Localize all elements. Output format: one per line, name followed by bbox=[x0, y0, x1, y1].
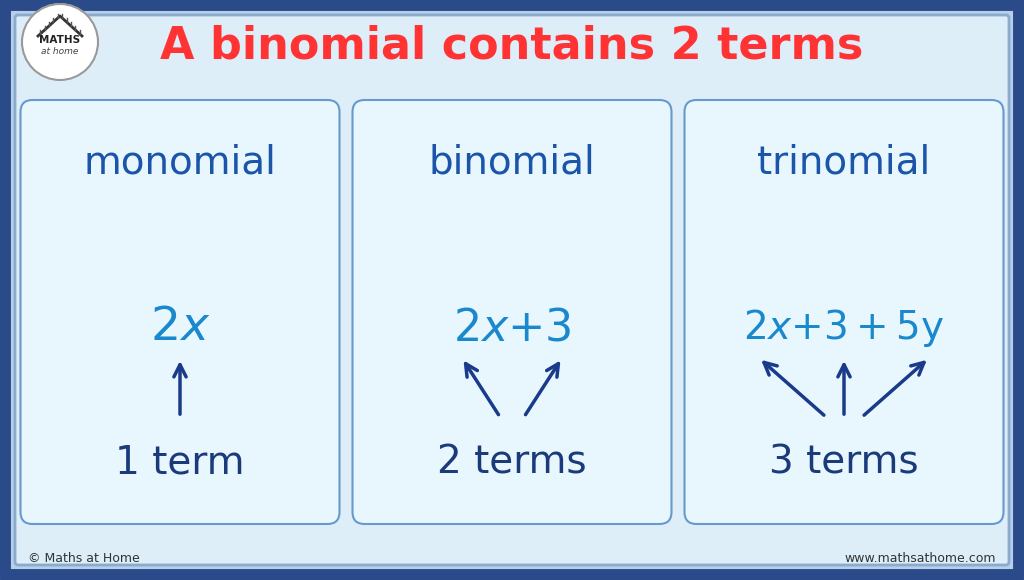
Text: 2 terms: 2 terms bbox=[437, 443, 587, 481]
Text: © Maths at Home: © Maths at Home bbox=[28, 552, 139, 564]
Circle shape bbox=[22, 4, 98, 80]
Text: at home: at home bbox=[41, 48, 79, 56]
Text: monomial: monomial bbox=[84, 143, 276, 181]
FancyBboxPatch shape bbox=[15, 15, 1009, 565]
FancyBboxPatch shape bbox=[684, 100, 1004, 524]
Text: binomial: binomial bbox=[429, 143, 595, 181]
FancyBboxPatch shape bbox=[4, 4, 1020, 576]
FancyBboxPatch shape bbox=[20, 100, 340, 524]
Text: MATHS: MATHS bbox=[40, 35, 81, 45]
Text: trinomial: trinomial bbox=[758, 143, 931, 181]
Text: $\mathregular{2}x\mathregular{ + 3}$: $\mathregular{2}x\mathregular{ + 3}$ bbox=[453, 306, 571, 350]
Text: $\mathregular{2}x$: $\mathregular{2}x$ bbox=[150, 306, 210, 350]
Text: 1 term: 1 term bbox=[116, 443, 245, 481]
Text: www.mathsathome.com: www.mathsathome.com bbox=[845, 552, 996, 564]
Text: A binomial contains 2 terms: A binomial contains 2 terms bbox=[161, 24, 863, 67]
Text: 3 terms: 3 terms bbox=[769, 443, 919, 481]
FancyBboxPatch shape bbox=[352, 100, 672, 524]
Text: $\mathregular{2}x\mathregular{ + 3 + 5y}$: $\mathregular{2}x\mathregular{ + 3 + 5y}… bbox=[743, 307, 945, 349]
